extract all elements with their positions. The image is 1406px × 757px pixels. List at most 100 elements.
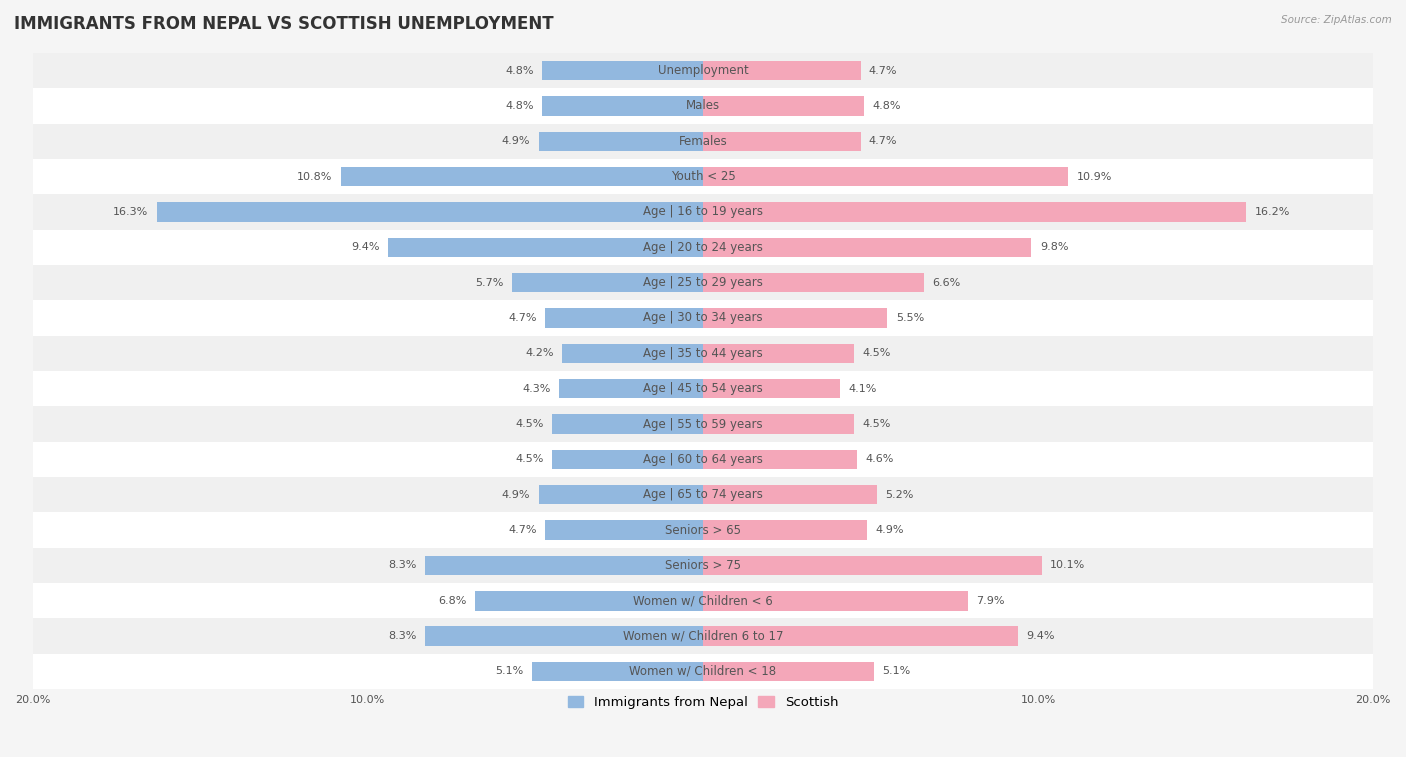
Text: Age | 25 to 29 years: Age | 25 to 29 years <box>643 276 763 289</box>
Bar <box>32 371 1374 407</box>
Text: Age | 20 to 24 years: Age | 20 to 24 years <box>643 241 763 254</box>
Text: Unemployment: Unemployment <box>658 64 748 77</box>
Text: 4.5%: 4.5% <box>862 419 890 429</box>
Bar <box>531 662 703 681</box>
Text: 7.9%: 7.9% <box>976 596 1005 606</box>
Bar <box>703 273 924 292</box>
Bar <box>703 308 887 328</box>
Bar <box>538 132 703 151</box>
Text: 5.2%: 5.2% <box>886 490 914 500</box>
Bar <box>388 238 703 257</box>
Bar <box>32 265 1374 301</box>
Bar <box>553 414 703 434</box>
Text: 10.8%: 10.8% <box>297 172 333 182</box>
Bar <box>32 335 1374 371</box>
Bar <box>342 167 703 186</box>
Bar <box>32 548 1374 583</box>
Text: 4.7%: 4.7% <box>509 525 537 535</box>
Text: 5.7%: 5.7% <box>475 278 503 288</box>
Text: Women w/ Children < 6: Women w/ Children < 6 <box>633 594 773 607</box>
Text: Age | 30 to 34 years: Age | 30 to 34 years <box>643 311 763 325</box>
Bar <box>703 167 1069 186</box>
Bar <box>703 344 853 363</box>
Bar <box>32 123 1374 159</box>
Bar <box>562 344 703 363</box>
Bar <box>512 273 703 292</box>
Bar <box>32 89 1374 123</box>
Text: Source: ZipAtlas.com: Source: ZipAtlas.com <box>1281 15 1392 25</box>
Text: Age | 45 to 54 years: Age | 45 to 54 years <box>643 382 763 395</box>
Bar <box>553 450 703 469</box>
Bar <box>32 301 1374 335</box>
Bar <box>703 414 853 434</box>
Text: Age | 60 to 64 years: Age | 60 to 64 years <box>643 453 763 466</box>
Text: Age | 55 to 59 years: Age | 55 to 59 years <box>643 418 763 431</box>
Text: 4.5%: 4.5% <box>516 454 544 464</box>
Text: 16.2%: 16.2% <box>1254 207 1289 217</box>
Text: Age | 16 to 19 years: Age | 16 to 19 years <box>643 205 763 219</box>
Bar <box>32 512 1374 548</box>
Text: Women w/ Children < 18: Women w/ Children < 18 <box>630 665 776 678</box>
Text: 4.1%: 4.1% <box>849 384 877 394</box>
Bar <box>32 583 1374 618</box>
Text: 4.9%: 4.9% <box>502 490 530 500</box>
Text: 8.3%: 8.3% <box>388 560 416 571</box>
Text: 4.8%: 4.8% <box>872 101 901 111</box>
Bar <box>703 627 1018 646</box>
Text: Females: Females <box>679 135 727 148</box>
Text: Youth < 25: Youth < 25 <box>671 170 735 183</box>
Text: 4.8%: 4.8% <box>505 66 534 76</box>
Bar <box>703 450 858 469</box>
Bar <box>558 379 703 398</box>
Text: 4.3%: 4.3% <box>522 384 551 394</box>
Text: 4.2%: 4.2% <box>526 348 554 358</box>
Bar <box>32 407 1374 442</box>
Bar <box>703 520 868 540</box>
Text: Males: Males <box>686 99 720 112</box>
Text: 10.9%: 10.9% <box>1077 172 1112 182</box>
Text: 6.6%: 6.6% <box>932 278 960 288</box>
Bar <box>703 202 1246 222</box>
Bar <box>425 556 703 575</box>
Text: 4.7%: 4.7% <box>869 66 897 76</box>
Bar <box>32 477 1374 512</box>
Bar <box>32 618 1374 654</box>
Text: 4.7%: 4.7% <box>509 313 537 323</box>
Text: Age | 35 to 44 years: Age | 35 to 44 years <box>643 347 763 360</box>
Bar <box>538 485 703 504</box>
Bar <box>543 96 703 116</box>
Bar <box>703 662 875 681</box>
Bar <box>32 442 1374 477</box>
Text: 6.8%: 6.8% <box>439 596 467 606</box>
Text: 4.9%: 4.9% <box>502 136 530 146</box>
Bar <box>703 96 863 116</box>
Text: 9.4%: 9.4% <box>352 242 380 252</box>
Bar <box>703 485 877 504</box>
Text: 16.3%: 16.3% <box>112 207 148 217</box>
Text: IMMIGRANTS FROM NEPAL VS SCOTTISH UNEMPLOYMENT: IMMIGRANTS FROM NEPAL VS SCOTTISH UNEMPL… <box>14 15 554 33</box>
Text: 4.5%: 4.5% <box>516 419 544 429</box>
Bar <box>156 202 703 222</box>
Text: 9.4%: 9.4% <box>1026 631 1054 641</box>
Text: 10.1%: 10.1% <box>1050 560 1085 571</box>
Text: Age | 65 to 74 years: Age | 65 to 74 years <box>643 488 763 501</box>
Bar <box>32 195 1374 229</box>
Bar <box>703 556 1042 575</box>
Bar <box>32 654 1374 689</box>
Text: 4.8%: 4.8% <box>505 101 534 111</box>
Text: 4.5%: 4.5% <box>862 348 890 358</box>
Bar <box>703 591 967 610</box>
Bar <box>703 132 860 151</box>
Text: 8.3%: 8.3% <box>388 631 416 641</box>
Text: 5.5%: 5.5% <box>896 313 924 323</box>
Text: Seniors > 75: Seniors > 75 <box>665 559 741 572</box>
Bar <box>425 627 703 646</box>
Bar <box>475 591 703 610</box>
Text: 5.1%: 5.1% <box>883 666 911 677</box>
Text: Women w/ Children 6 to 17: Women w/ Children 6 to 17 <box>623 630 783 643</box>
Text: 9.8%: 9.8% <box>1040 242 1069 252</box>
Text: 4.9%: 4.9% <box>876 525 904 535</box>
Text: 4.6%: 4.6% <box>866 454 894 464</box>
Text: Seniors > 65: Seniors > 65 <box>665 524 741 537</box>
Bar <box>703 379 841 398</box>
